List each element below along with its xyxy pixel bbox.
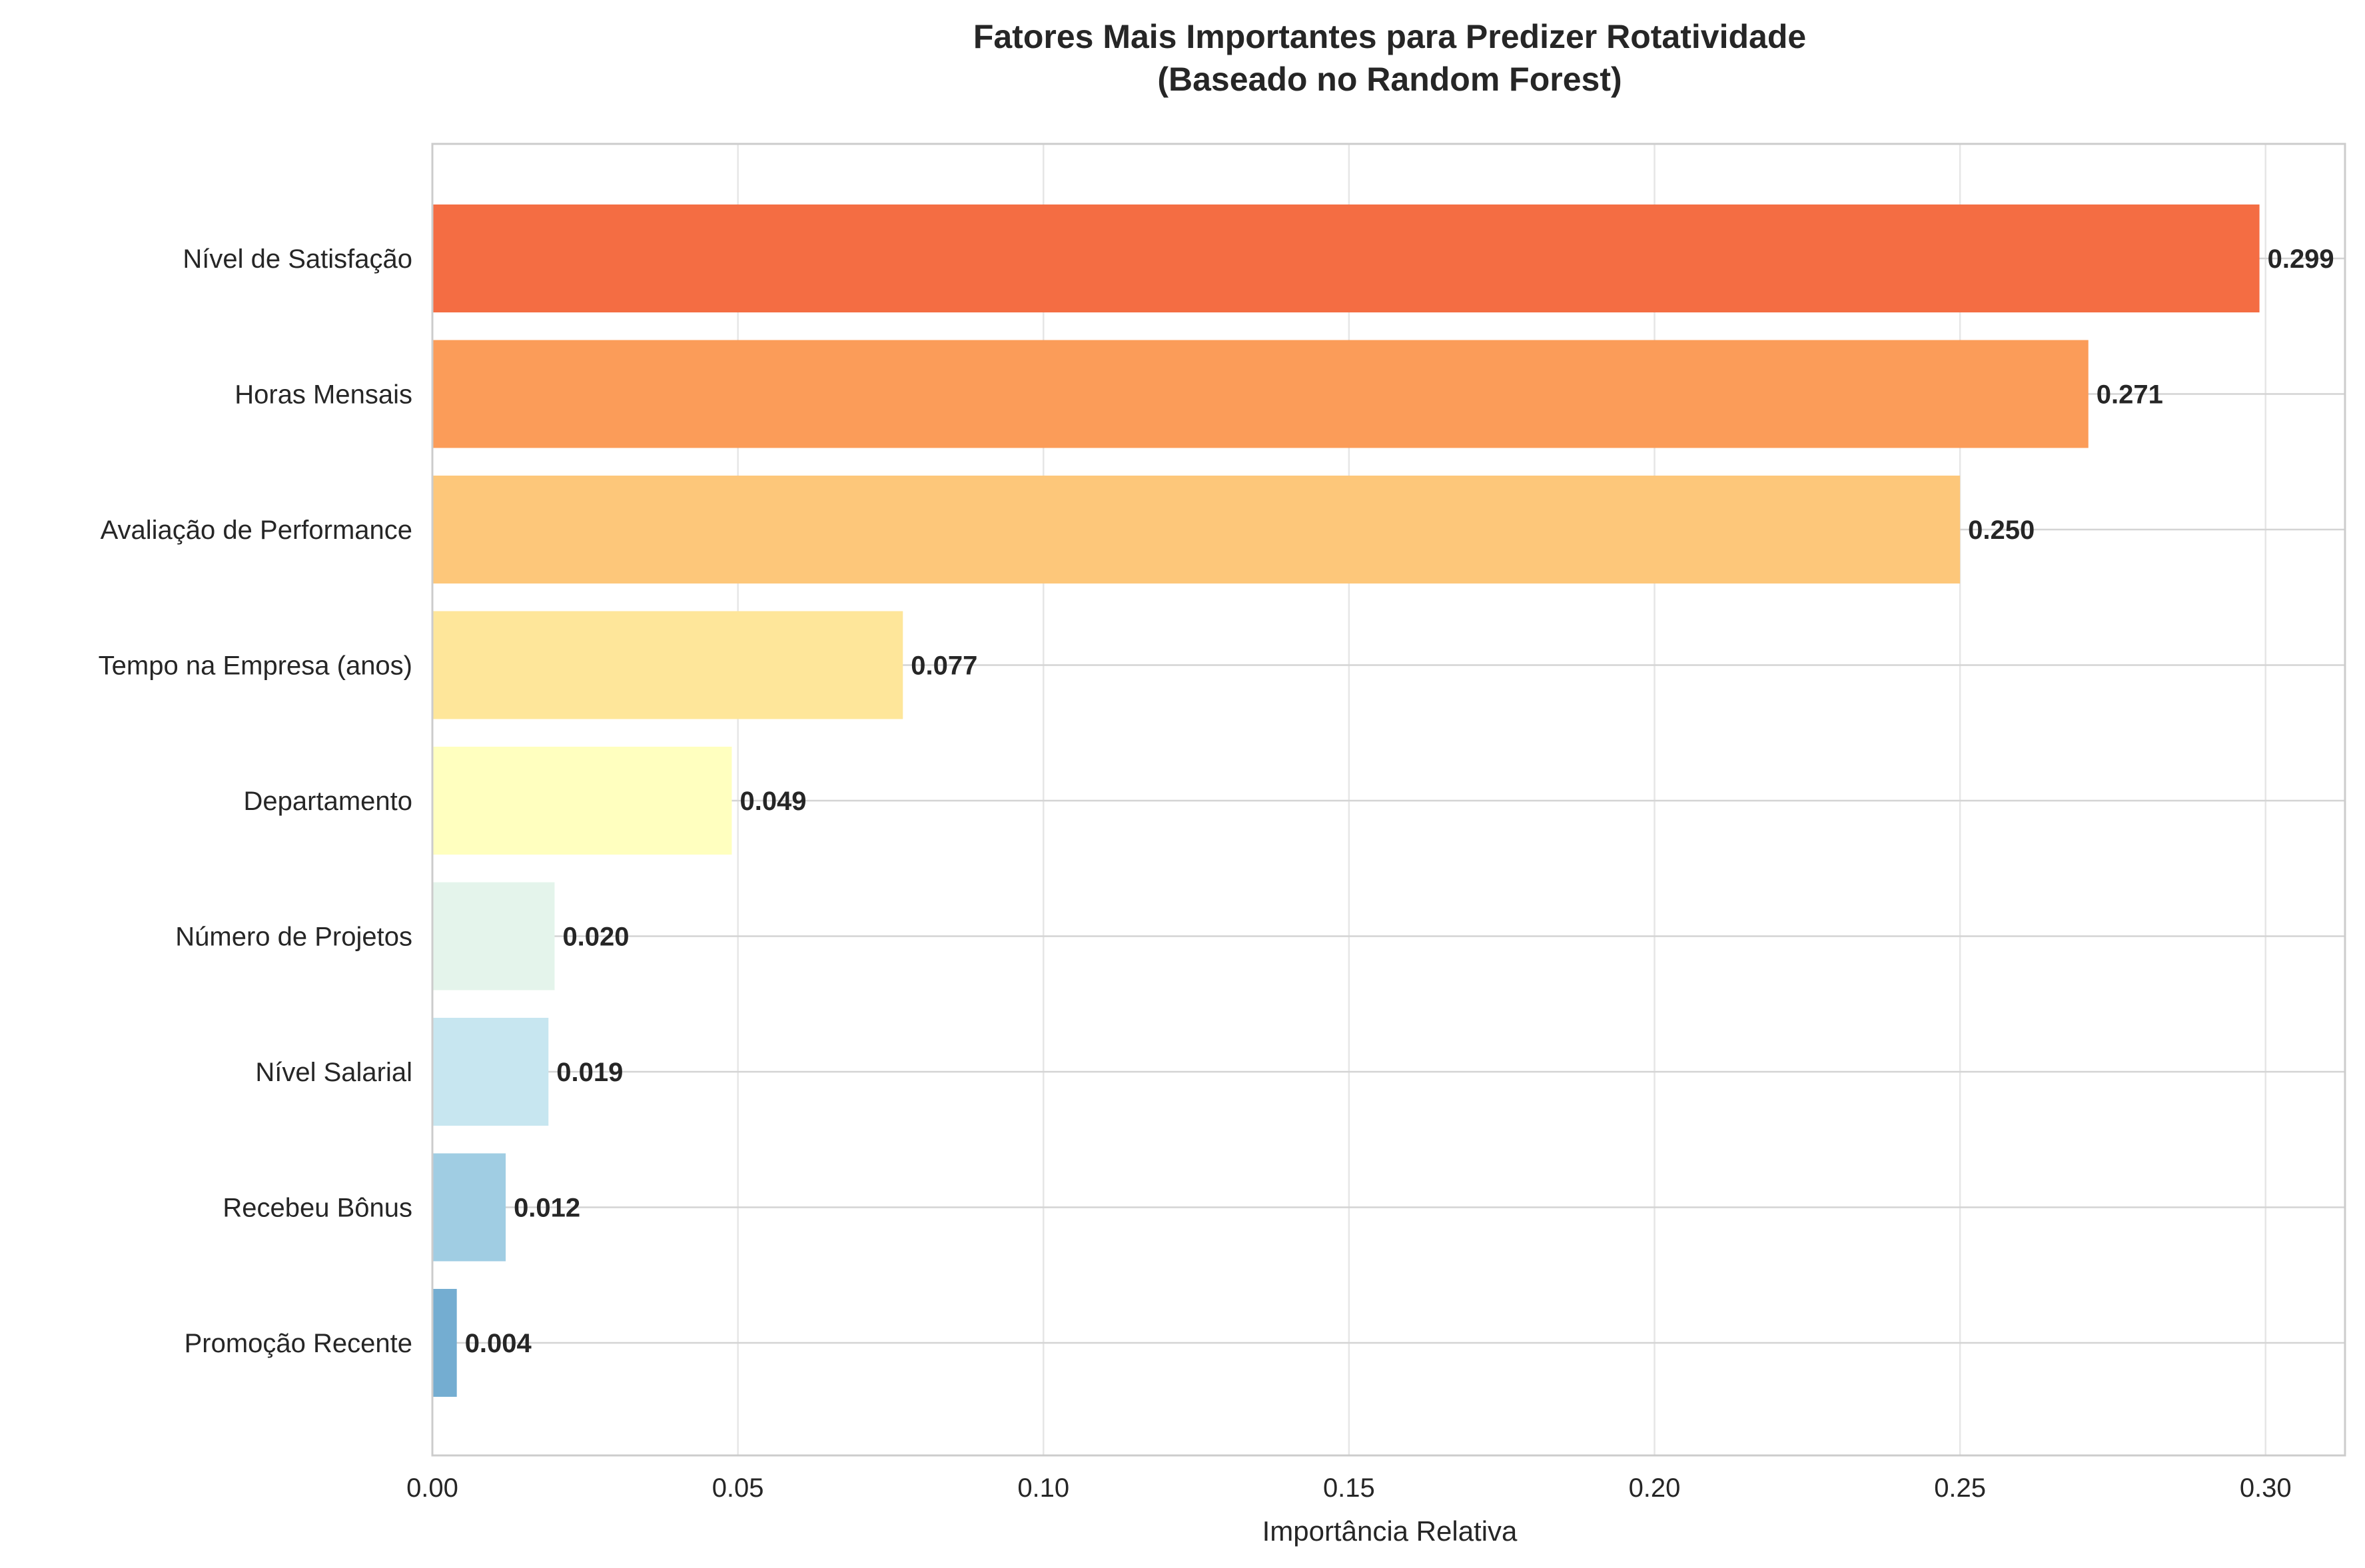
x-tick-label: 0.10 xyxy=(1017,1473,1069,1503)
y-category-label: Tempo na Empresa (anos) xyxy=(99,651,412,681)
bar-value-label: 0.004 xyxy=(465,1329,532,1358)
bar xyxy=(432,204,2260,312)
bars xyxy=(432,204,2260,1397)
y-category-label: Nível Salarial xyxy=(255,1058,412,1087)
y-category-label: Nível de Satisfação xyxy=(183,244,412,274)
bar xyxy=(432,1289,457,1397)
y-category-label: Departamento xyxy=(244,787,412,816)
chart-title: Fatores Mais Importantes para Predizer R… xyxy=(973,18,1806,55)
bar xyxy=(432,1153,506,1262)
bar xyxy=(432,882,555,990)
bar-value-label: 0.012 xyxy=(514,1194,580,1223)
chart-subtitle: (Baseado no Random Forest) xyxy=(1157,61,1622,98)
y-category-label: Número de Projetos xyxy=(175,923,412,952)
bar-value-label: 0.299 xyxy=(2268,244,2334,274)
y-category-label: Horas Mensais xyxy=(235,380,412,410)
x-tick-label: 0.15 xyxy=(1323,1473,1375,1503)
bar-value-label: 0.020 xyxy=(562,923,629,952)
category-labels: Nível de Satisfação Horas Mensais Avaliaçã… xyxy=(99,244,412,1358)
y-category-label: Avaliação de Performance xyxy=(101,516,412,545)
x-tick-label: 0.00 xyxy=(406,1473,458,1503)
x-tick-label: 0.25 xyxy=(1934,1473,1986,1503)
x-tick-label: 0.20 xyxy=(1629,1473,1681,1503)
y-category-label: Recebeu Bônus xyxy=(223,1194,412,1223)
bar-value-label: 0.049 xyxy=(739,787,806,816)
y-category-label: Promoção Recente xyxy=(185,1329,412,1358)
bar-value-label: 0.271 xyxy=(2097,380,2163,410)
bar xyxy=(432,1018,549,1126)
x-tick-labels: 0.00 0.05 0.10 0.15 0.20 0.25 0.30 xyxy=(406,1473,2292,1503)
bar xyxy=(432,340,2089,448)
bar xyxy=(432,476,1961,584)
bar xyxy=(432,747,732,855)
plot-frame xyxy=(431,143,2346,1457)
value-labels: 0.299 0.271 0.250 0.077 0.049 0.020 0.019 0.012… xyxy=(465,244,2334,1358)
x-axis-title: Importância Relativa xyxy=(1262,1515,1518,1547)
bar xyxy=(432,611,903,719)
bar-value-label: 0.077 xyxy=(911,651,977,681)
x-tick-label: 0.05 xyxy=(712,1473,764,1503)
bar-value-label: 0.250 xyxy=(1968,516,2035,545)
bar-value-label: 0.019 xyxy=(556,1058,623,1087)
x-tick-label: 0.30 xyxy=(2240,1473,2292,1503)
